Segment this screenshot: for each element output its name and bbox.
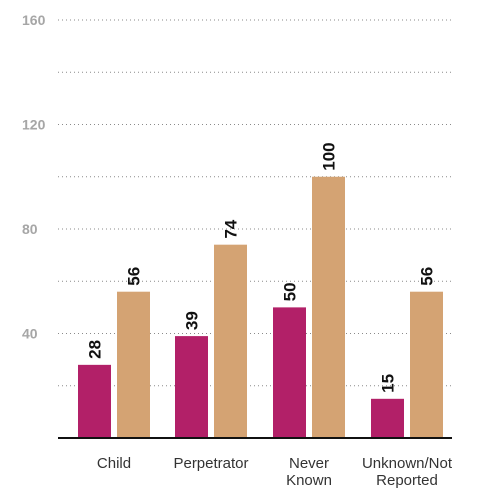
bar-series-2-0 [117,291,150,438]
x-axis-tick-labels: Child Perpetrator Never Known Unknown/Not Rep… [97,455,453,489]
bar-value-label: 39 [183,311,202,330]
bar-value-label: 50 [281,282,300,301]
y-tick-label: 160 [22,12,46,28]
bar-series-1-3 [371,398,404,438]
gridlines [58,19,452,387]
bar-series-1-2 [273,307,306,438]
x-tick-label: Never Known [286,455,332,489]
x-tick-label: Perpetrator [173,455,248,472]
y-tick-label: 40 [22,326,38,342]
bar-value-label: 56 [125,267,144,286]
bar-value-label: 100 [320,142,339,170]
bar-value-labels: 28 39 50 15 56 74 100 56 [86,142,437,392]
x-tick-label: Child [97,455,131,472]
bar-value-label: 28 [86,340,105,359]
bar-series-1-0 [78,364,111,438]
x-tick-label: Unknown/Not Reported [362,455,453,489]
bar-value-label: 74 [222,219,241,238]
y-tick-label: 80 [22,221,38,237]
bar-value-label: 15 [379,374,398,393]
bar-series-2-2 [312,176,345,438]
bar-value-label: 56 [418,267,437,286]
bar-series-2-1 [214,244,247,438]
bar-series-2-3 [410,291,443,438]
y-tick-label: 120 [22,117,46,133]
y-axis-tick-labels: 40 80 120 160 [22,12,46,342]
bar-series-1-1 [175,336,208,438]
bars [78,176,443,438]
